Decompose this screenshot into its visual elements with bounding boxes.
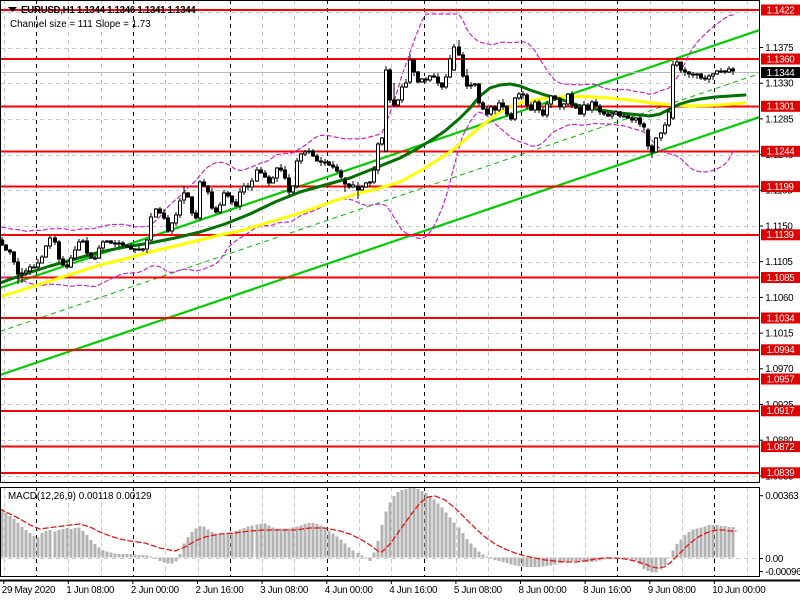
- svg-text:1.1150: 1.1150: [765, 221, 793, 232]
- svg-text:1.0970: 1.0970: [765, 364, 794, 375]
- svg-text:1.1034: 1.1034: [767, 313, 796, 324]
- svg-text:3 Jun 08:00: 3 Jun 08:00: [260, 585, 309, 596]
- svg-text:1.0917: 1.0917: [767, 406, 795, 417]
- svg-text:1.1285: 1.1285: [765, 114, 794, 125]
- svg-text:2 Jun 00:00: 2 Jun 00:00: [131, 585, 180, 596]
- svg-text:MACD(12,26,9) 0.00118 0.00129: MACD(12,26,9) 0.00118 0.00129: [8, 491, 152, 502]
- svg-text:4 Jun 16:00: 4 Jun 16:00: [389, 585, 438, 596]
- svg-text:1.1344: 1.1344: [767, 68, 796, 79]
- svg-text:1.0957: 1.0957: [767, 374, 795, 385]
- svg-text:EURUSD,H1 1.1344 1.1346 1.134: EURUSD,H1 1.1344 1.1346 1.1341 1.1344: [21, 5, 196, 16]
- svg-text:29 May 2020: 29 May 2020: [2, 585, 56, 596]
- svg-text:1.1139: 1.1139: [767, 230, 794, 241]
- svg-text:1.1199: 1.1199: [767, 182, 794, 193]
- svg-text:8 Jun 00:00: 8 Jun 00:00: [519, 585, 568, 596]
- svg-text:1.1330: 1.1330: [765, 79, 794, 90]
- svg-text:4 Jun 00:00: 4 Jun 00:00: [325, 585, 374, 596]
- svg-text:1.1105: 1.1105: [765, 257, 793, 268]
- svg-text:1.1360: 1.1360: [767, 54, 796, 65]
- svg-text:8 Jun 16:00: 8 Jun 16:00: [583, 585, 632, 596]
- svg-text:1.1085: 1.1085: [767, 273, 796, 284]
- svg-text:-0.00096: -0.00096: [765, 567, 800, 578]
- svg-text:5 Jun 08:00: 5 Jun 08:00: [454, 585, 503, 596]
- svg-text:1.0872: 1.0872: [767, 442, 795, 453]
- svg-text:Channel size = 111 Slope = 1.7: Channel size = 111 Slope = 1.73: [10, 19, 151, 30]
- svg-text:1.1422: 1.1422: [767, 5, 795, 16]
- svg-text:1.1375: 1.1375: [765, 43, 794, 54]
- svg-text:10 Jun 00:00: 10 Jun 00:00: [712, 585, 766, 596]
- svg-text:1.1060: 1.1060: [765, 293, 794, 304]
- svg-text:1 Jun 08:00: 1 Jun 08:00: [66, 585, 115, 596]
- svg-text:9 Jun 08:00: 9 Jun 08:00: [648, 585, 697, 596]
- svg-text:1.1301: 1.1301: [767, 102, 795, 113]
- svg-text:2 Jun 16:00: 2 Jun 16:00: [196, 585, 245, 596]
- svg-text:0.00363: 0.00363: [765, 491, 799, 502]
- svg-text:1.1244: 1.1244: [767, 147, 796, 158]
- svg-text:1.0994: 1.0994: [767, 345, 796, 356]
- svg-text:0.00: 0.00: [765, 554, 784, 565]
- svg-text:1.0839: 1.0839: [767, 468, 795, 479]
- svg-text:1.1015: 1.1015: [765, 329, 794, 340]
